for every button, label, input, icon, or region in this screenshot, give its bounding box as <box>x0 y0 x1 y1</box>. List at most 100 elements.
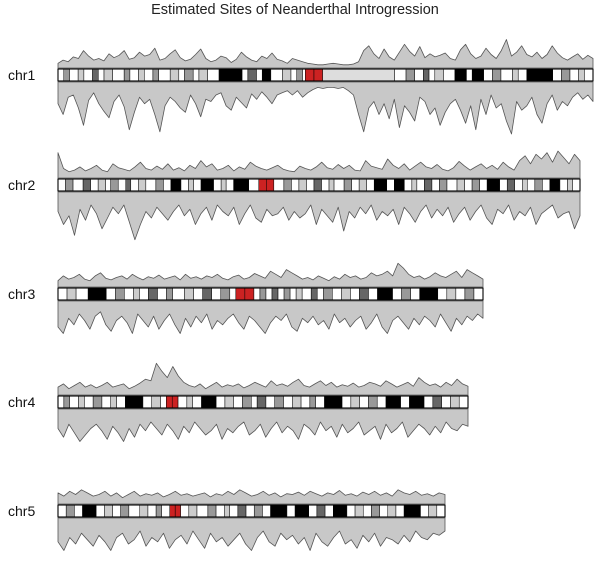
band-chr1-30 <box>302 68 306 82</box>
band-chr4-45 <box>458 395 469 409</box>
band-chr3-23 <box>265 287 273 301</box>
band-chr2-31 <box>306 178 315 192</box>
band-chr1-16 <box>178 68 185 82</box>
band-chr2-53 <box>479 178 488 192</box>
band-chr4-41 <box>423 395 434 409</box>
band-chr1-4 <box>83 68 93 82</box>
band-chr3-37 <box>368 287 378 301</box>
band-chr3-8 <box>139 287 149 301</box>
band-chr2-17 <box>188 178 194 192</box>
band-chr2-33 <box>321 178 330 192</box>
band-chr1-53 <box>578 68 585 82</box>
ideogram-outline-chr3 <box>57 287 484 301</box>
band-chr5-34 <box>354 504 364 518</box>
band-chr4-28 <box>292 395 302 409</box>
chromosome-label-chr2: chr2 <box>8 177 35 193</box>
profile-below-chr5 <box>57 517 446 551</box>
band-chr4-9 <box>125 395 144 409</box>
band-chr3-17 <box>220 287 231 301</box>
band-chr3-29 <box>301 287 312 301</box>
band-chr4-31 <box>315 395 325 409</box>
band-chr1-37 <box>423 68 430 82</box>
band-chr4-0 <box>57 395 65 409</box>
band-chr1-6 <box>98 68 105 82</box>
band-chr2-0 <box>57 178 66 192</box>
band-chr5-11 <box>155 504 162 518</box>
band-chr3-9 <box>148 287 158 301</box>
band-chr2-7 <box>110 178 119 192</box>
band-chr4-21 <box>233 395 243 409</box>
band-chr4-37 <box>376 395 387 409</box>
band-chr2-64 <box>567 178 573 192</box>
band-chr1-26 <box>270 68 283 82</box>
band-chr2-65 <box>572 178 581 192</box>
band-chr1-15 <box>169 68 180 82</box>
band-chr3-2 <box>75 287 89 301</box>
band-chr5-18 <box>207 504 217 518</box>
band-chr2-22 <box>225 178 234 192</box>
band-chr3-47 <box>473 287 484 301</box>
band-chr1-28 <box>290 68 297 82</box>
band-chr1-47 <box>512 68 519 82</box>
band-chr2-38 <box>358 178 367 192</box>
band-chr3-35 <box>350 287 360 301</box>
band-chr3-41 <box>410 287 420 301</box>
band-chr2-55 <box>499 178 508 192</box>
band-chr1-17 <box>184 68 194 82</box>
band-chr1-34 <box>394 68 407 82</box>
band-chr2-46 <box>424 178 433 192</box>
band-chr1-38 <box>428 68 436 82</box>
band-chr1-44 <box>483 68 493 82</box>
band-chr2-62 <box>549 178 561 192</box>
band-chr4-25 <box>265 395 275 409</box>
band-chr5-27 <box>286 504 296 518</box>
ideogram-outline-chr4 <box>57 395 469 409</box>
band-chr4-15 <box>177 395 188 409</box>
band-chr3-6 <box>124 287 134 301</box>
chromosome-rows: chr1 chr2 chr3 chr4 chr5 <box>8 39 594 551</box>
band-chr1-52 <box>569 68 579 82</box>
band-chr4-6 <box>101 395 111 409</box>
band-chr3-7 <box>133 287 140 301</box>
band-chr5-33 <box>346 504 356 518</box>
band-chr5-9 <box>139 504 149 518</box>
band-chr2-18 <box>193 178 202 192</box>
band-chr2-23 <box>233 178 249 192</box>
band-chr4-29 <box>300 395 311 409</box>
band-chr1-19 <box>198 68 208 82</box>
band-chr4-14 <box>171 395 179 409</box>
band-chr2-35 <box>333 178 345 192</box>
band-chr2-52 <box>471 178 480 192</box>
ideogram-outline-chr2 <box>57 178 581 192</box>
band-chr1-24 <box>256 68 263 82</box>
band-chr1-13 <box>152 68 159 82</box>
band-chr2-28 <box>283 178 292 192</box>
band-chr5-12 <box>161 504 170 518</box>
band-chr5-19 <box>215 504 225 518</box>
chromosome-label-chr3: chr3 <box>8 286 35 302</box>
band-chr1-35 <box>405 68 415 82</box>
band-chr5-13 <box>169 504 176 518</box>
profile-above-chr5 <box>57 489 446 505</box>
band-chr2-30 <box>298 178 307 192</box>
band-chr2-24 <box>248 178 260 192</box>
band-chr5-41 <box>420 504 429 518</box>
band-chr1-3 <box>77 68 85 82</box>
band-chr4-22 <box>242 395 252 409</box>
band-chr1-21 <box>218 68 243 82</box>
band-chr1-9 <box>123 68 131 82</box>
band-chr4-36 <box>368 395 378 409</box>
band-chr4-16 <box>186 395 193 409</box>
band-chr2-58 <box>522 178 528 192</box>
band-chr4-23 <box>251 395 258 409</box>
band-chr3-19 <box>235 287 246 301</box>
band-chr2-13 <box>155 178 164 192</box>
chart-title: Estimated Sites of Neanderthal Introgres… <box>151 2 439 18</box>
band-chr3-10 <box>157 287 167 301</box>
band-chr3-4 <box>105 287 116 301</box>
band-chr4-4 <box>84 395 94 409</box>
band-chr5-20 <box>224 504 230 518</box>
profile-above-chr2 <box>57 150 581 179</box>
band-chr3-18 <box>229 287 237 301</box>
band-chr1-32 <box>313 68 323 82</box>
